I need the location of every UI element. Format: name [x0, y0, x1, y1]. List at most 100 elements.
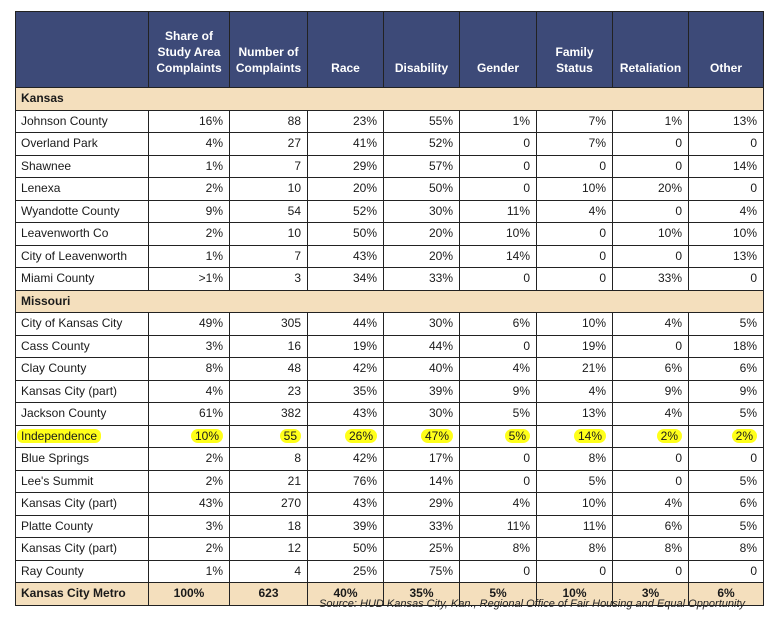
row-label: Johnson County	[15, 109, 149, 133]
total-value: 3%	[612, 582, 689, 606]
cell-value: 42%	[307, 447, 384, 471]
cell-value: 75%	[383, 559, 460, 583]
row-label: Blue Springs	[15, 447, 149, 471]
cell-value: 13%	[688, 244, 764, 268]
cell-value: 40%	[383, 357, 460, 381]
cell-value: 30%	[383, 199, 460, 223]
header-cell-race: Race	[307, 11, 384, 88]
cell-value: 0	[688, 267, 764, 291]
cell-value: 0	[536, 154, 613, 178]
cell-value: 50%	[307, 537, 384, 561]
row-label: Kansas City (part)	[15, 379, 149, 403]
table-row: Clay County 8% 48 42% 40% 4% 21% 6% 6%	[15, 357, 764, 381]
cell-value: 14%	[536, 424, 613, 448]
cell-value: 2%	[148, 447, 230, 471]
cell-value: 10%	[148, 424, 230, 448]
cell-value: 7%	[536, 132, 613, 156]
highlight-mark: 5%	[504, 428, 530, 443]
cell-value: 4%	[612, 402, 689, 426]
highlight-mark: 2%	[656, 428, 682, 443]
cell-value: 5%	[536, 469, 613, 493]
cell-value: 50%	[383, 177, 460, 201]
cell-value: 6%	[612, 514, 689, 538]
table-row: Ray County 1% 4 25% 75% 0 0 0 0	[15, 559, 764, 583]
cell-value: 5%	[688, 312, 764, 336]
cell-value: 4%	[536, 379, 613, 403]
cell-value: 23	[229, 379, 308, 403]
cell-value: 9%	[688, 379, 764, 403]
cell-value: 44%	[307, 312, 384, 336]
row-label: Overland Park	[15, 132, 149, 156]
cell-value: 42%	[307, 357, 384, 381]
table-row: Blue Springs 2% 8 42% 17% 0 8% 0 0	[15, 447, 764, 471]
cell-value: 54	[229, 199, 308, 223]
cell-value: 14%	[459, 244, 537, 268]
cell-value: 14%	[383, 469, 460, 493]
cell-value: 18%	[688, 334, 764, 358]
cell-value: 33%	[383, 514, 460, 538]
cell-value: 21	[229, 469, 308, 493]
row-label: Jackson County	[15, 402, 149, 426]
cell-value: 8	[229, 447, 308, 471]
cell-value: 20%	[307, 177, 384, 201]
cell-value: 0	[536, 222, 613, 246]
cell-value: 19%	[536, 334, 613, 358]
cell-value: 0	[459, 334, 537, 358]
cell-value: 8%	[536, 537, 613, 561]
highlight-mark: 2%	[731, 428, 757, 443]
cell-value: 0	[688, 447, 764, 471]
cell-value: 0	[459, 154, 537, 178]
cell-value: 39%	[383, 379, 460, 403]
section-label: Missouri	[15, 289, 764, 313]
cell-value: 6%	[688, 492, 764, 516]
total-value: 6%	[688, 582, 764, 606]
cell-value: 0	[536, 244, 613, 268]
row-label: Kansas City (part)	[15, 492, 149, 516]
table-row: Lee's Summit 2% 21 76% 14% 0 5% 0 5%	[15, 469, 764, 493]
cell-value: 10%	[459, 222, 537, 246]
cell-value: 0	[459, 447, 537, 471]
header-cell-blank	[15, 11, 149, 88]
cell-value: 25%	[307, 559, 384, 583]
row-label: City of Leavenworth	[15, 244, 149, 268]
cell-value: 0	[688, 132, 764, 156]
header-row: Share of Study Area Complaints Number of…	[15, 11, 764, 88]
cell-value: 30%	[383, 312, 460, 336]
cell-value: 6%	[612, 357, 689, 381]
cell-value: 0	[688, 559, 764, 583]
row-label: Lenexa	[15, 177, 149, 201]
cell-value: 0	[688, 177, 764, 201]
cell-value: 17%	[383, 447, 460, 471]
cell-value: 1%	[148, 559, 230, 583]
total-value: 623	[229, 582, 308, 606]
cell-value: 49%	[148, 312, 230, 336]
cell-value: 10%	[612, 222, 689, 246]
header-cell-share: Share of Study Area Complaints	[148, 11, 230, 88]
cell-value: 3%	[148, 334, 230, 358]
cell-value: 2%	[148, 222, 230, 246]
cell-value: 8%	[459, 537, 537, 561]
table-row: Miami County >1% 3 34% 33% 0 0 33% 0	[15, 267, 764, 291]
row-label: Kansas City (part)	[15, 537, 149, 561]
cell-value: 44%	[383, 334, 460, 358]
cell-value: 4	[229, 559, 308, 583]
cell-value: 0	[612, 559, 689, 583]
cell-value: 47%	[383, 424, 460, 448]
section-row-missouri: Missouri	[15, 289, 764, 313]
cell-value: 7	[229, 244, 308, 268]
section-row-kansas: Kansas	[15, 87, 764, 111]
cell-value: 20%	[383, 222, 460, 246]
cell-value: 57%	[383, 154, 460, 178]
cell-value: 52%	[307, 199, 384, 223]
cell-value: 76%	[307, 469, 384, 493]
cell-value: 88	[229, 109, 308, 133]
cell-value: 8%	[536, 447, 613, 471]
cell-value: 4%	[148, 379, 230, 403]
row-label: Wyandotte County	[15, 199, 149, 223]
table-row: Cass County 3% 16 19% 44% 0 19% 0 18%	[15, 334, 764, 358]
cell-value: 10%	[536, 492, 613, 516]
row-label: Leavenworth Co	[15, 222, 149, 246]
row-label: City of Kansas City	[15, 312, 149, 336]
complaints-table: Share of Study Area Complaints Number of…	[15, 11, 764, 606]
cell-value: 10%	[536, 177, 613, 201]
